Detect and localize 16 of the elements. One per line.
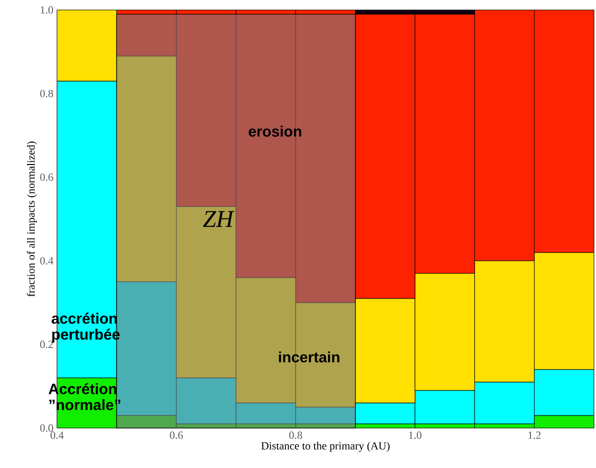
x-tick-label: 0.4: [50, 432, 64, 439]
y-tick-label: 0.0: [40, 424, 54, 432]
x-tick-label: 1.2: [528, 432, 541, 439]
band-label: ZH: [203, 211, 234, 227]
series-label: incertain: [279, 351, 340, 362]
y-tick-label: 1.0: [40, 6, 54, 14]
y-tick-label: 0.8: [40, 90, 54, 98]
series-label: erosion: [248, 126, 302, 137]
y-tick-label: 0.6: [40, 173, 54, 181]
y-tick-label: 0.2: [40, 340, 53, 348]
x-tick-label: 0.6: [170, 432, 183, 439]
x-axis-title: Distance to the primary (AU): [261, 442, 390, 452]
y-axis-title: fraction of all impacts (normalized): [26, 142, 37, 297]
x-tick-label: 0.8: [289, 432, 302, 439]
y-tick-label: 0.4: [40, 257, 54, 265]
x-tick-label: 1.0: [409, 432, 422, 439]
